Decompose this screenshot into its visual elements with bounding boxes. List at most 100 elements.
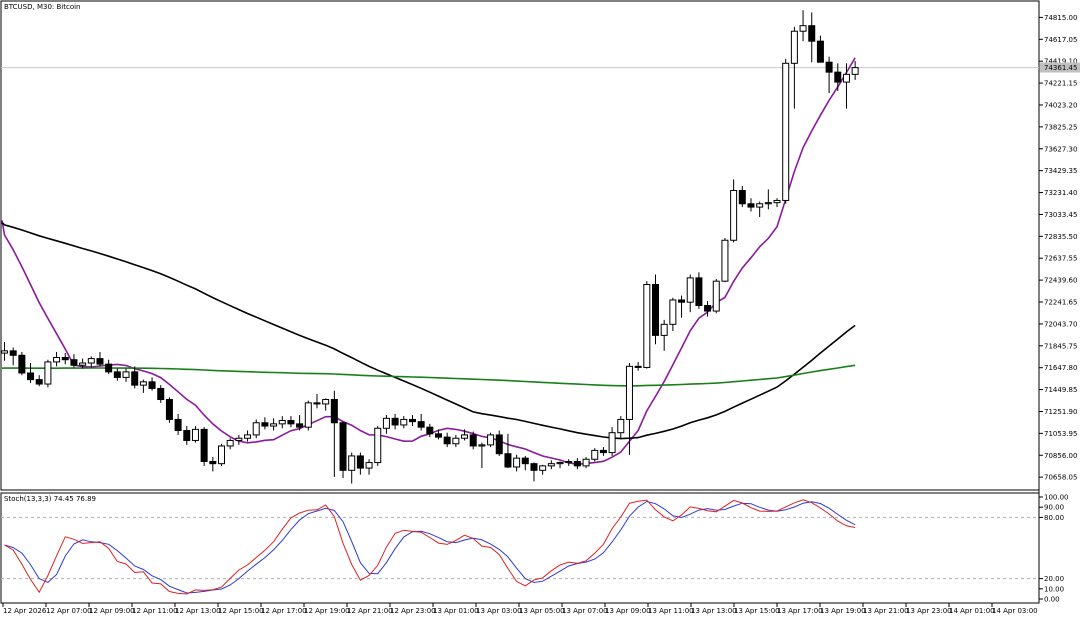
candle[interactable] [521,455,529,471]
candle[interactable] [1,342,8,361]
candle[interactable] [695,272,703,309]
candle[interactable] [426,423,434,438]
candle[interactable] [218,443,225,466]
candle[interactable] [35,375,43,387]
candle[interactable] [174,413,182,435]
candle[interactable] [790,26,798,109]
candle[interactable] [313,393,321,409]
candle[interactable] [304,400,312,431]
candle[interactable] [547,460,555,470]
candle[interactable] [461,429,469,441]
candle[interactable] [322,398,330,411]
candle[interactable] [747,198,755,212]
candle[interactable] [799,10,807,42]
candle[interactable] [487,432,495,448]
candle[interactable] [730,179,738,243]
candle[interactable] [704,301,712,317]
candle[interactable] [18,351,26,376]
candle[interactable] [573,458,581,470]
candle[interactable] [634,361,642,371]
candle[interactable] [782,58,790,204]
candle[interactable] [608,427,616,456]
candle[interactable] [157,385,165,403]
candle[interactable] [382,415,390,434]
candle[interactable] [131,366,139,389]
candle[interactable] [9,347,17,366]
candle[interactable] [669,297,677,331]
candle[interactable] [287,416,295,428]
candle[interactable] [756,201,764,218]
candle[interactable] [61,353,69,365]
candle[interactable] [374,426,382,466]
candle[interactable] [417,413,425,431]
candle[interactable] [44,359,52,388]
candle[interactable] [443,432,451,448]
candle[interactable] [816,35,824,63]
candle[interactable] [825,56,833,94]
candle[interactable] [556,461,564,469]
candle[interactable] [148,377,156,391]
candle[interactable] [504,433,512,469]
candle[interactable] [643,281,651,369]
candle[interactable] [400,416,408,429]
candle[interactable] [330,390,338,477]
candle[interactable] [113,368,121,381]
candle[interactable] [678,295,686,318]
candle[interactable] [738,186,746,208]
candle[interactable] [96,351,104,367]
candle[interactable] [652,274,659,345]
candle[interactable] [712,278,720,314]
candle[interactable] [252,419,260,439]
candle[interactable] [348,452,356,484]
candle[interactable] [235,434,243,445]
candle[interactable] [87,356,95,368]
candle[interactable] [435,429,442,440]
candle[interactable] [365,459,373,475]
candle[interactable] [808,12,816,63]
candle[interactable] [625,363,633,455]
candle[interactable] [686,274,694,313]
candle[interactable] [391,413,399,430]
candle[interactable] [513,454,521,472]
candle[interactable] [851,61,859,80]
candle[interactable] [539,464,547,475]
candles-layer[interactable] [1,10,859,484]
candle[interactable] [408,415,416,427]
candle[interactable] [599,447,607,456]
candle[interactable] [139,379,147,393]
candle[interactable] [617,416,625,440]
candle[interactable] [79,358,87,369]
candle[interactable] [296,415,304,431]
candle[interactable] [834,63,842,91]
candle[interactable] [53,351,61,367]
candle[interactable] [469,431,477,450]
candle[interactable] [70,354,78,368]
candle[interactable] [582,457,590,469]
candle[interactable] [200,427,208,466]
candle[interactable] [591,448,599,462]
candle[interactable] [339,421,347,479]
candle[interactable] [209,457,217,472]
candle[interactable] [842,63,850,109]
candle[interactable] [278,416,286,429]
candle[interactable] [122,368,130,382]
candle[interactable] [261,417,269,430]
candle[interactable] [356,452,364,475]
candle[interactable] [660,319,668,351]
candle[interactable] [226,438,234,450]
candle[interactable] [530,462,538,482]
candle[interactable] [478,442,486,469]
candle[interactable] [721,238,729,283]
candle[interactable] [452,434,460,448]
candle[interactable] [565,459,573,466]
candle[interactable] [764,189,772,210]
candle[interactable] [27,363,35,383]
candle[interactable] [495,430,503,456]
candle[interactable] [191,426,199,443]
candle[interactable] [183,426,191,445]
candle[interactable] [105,359,113,375]
candle[interactable] [773,198,781,208]
candle[interactable] [270,418,278,431]
candle[interactable] [165,397,173,423]
